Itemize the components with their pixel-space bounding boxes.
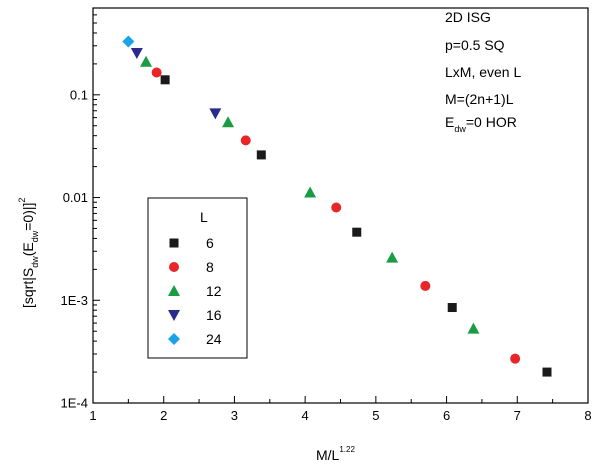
legend-frame — [147, 197, 248, 359]
y-tick-label: 0.1 — [70, 87, 88, 102]
data-point-L8 — [151, 67, 162, 78]
data-point-L6 — [352, 227, 362, 237]
legend-label: 24 — [206, 331, 222, 347]
x-tick-label: 1 — [89, 408, 96, 423]
annotation-line: M=(2n+1)L — [445, 91, 514, 107]
x-tick-label: 6 — [443, 408, 450, 423]
legend-label: 16 — [206, 307, 222, 323]
data-point-L12 — [222, 116, 235, 128]
data-point-L8 — [331, 202, 342, 213]
annotation-e: E — [445, 114, 454, 130]
data-point-L8 — [420, 280, 431, 291]
data-point-L12 — [386, 251, 399, 263]
data-point-L6 — [160, 75, 170, 85]
y-tick-label: 1E-4 — [61, 396, 88, 411]
annotation-rest: =0 HOR — [466, 114, 517, 130]
legend-label: 12 — [206, 283, 222, 299]
x-axis-title: M/L1.22 — [316, 445, 355, 463]
annotation-block: 2D ISG p=0.5 SQ LxM, even L M=(2n+1)L Ed… — [445, 9, 521, 134]
x-tick-label: 8 — [584, 408, 591, 423]
data-point-L16 — [130, 48, 143, 60]
y-axis-title-sub: dw — [30, 256, 40, 268]
data-point-L12 — [140, 55, 153, 67]
y-axis-title-sup: 2 — [17, 198, 27, 203]
legend: L 6 8 12 16 24 — [147, 197, 248, 359]
data-points — [122, 35, 552, 377]
legend-marker-L6 — [169, 238, 179, 248]
annotation-line: p=0.5 SQ — [445, 37, 505, 53]
data-point-L12 — [467, 322, 480, 334]
legend-marker-L24 — [168, 333, 180, 345]
legend-items: 6 8 12 16 24 — [168, 235, 222, 347]
legend-marker-L8 — [169, 262, 179, 272]
y-axis-title: [sqrt|Sdw(Edw=0)|]2 — [17, 198, 40, 308]
y-axis-title-part: (E — [20, 242, 36, 256]
data-point-L16 — [209, 108, 222, 120]
legend-label: 6 — [206, 235, 214, 251]
x-tick-label: 5 — [372, 408, 379, 423]
y-tick-label: 0.01 — [63, 190, 88, 205]
annotation-sub: dw — [454, 124, 466, 134]
data-point-L8 — [510, 353, 521, 364]
x-axis-title-sup: 1.22 — [339, 445, 355, 454]
data-point-L6 — [256, 150, 266, 160]
axis-tick-labels: 1 2 3 4 5 6 7 81E-41E-30.010.1 — [61, 87, 592, 423]
data-point-L24 — [122, 35, 135, 48]
legend-label: 8 — [206, 259, 214, 275]
annotation-line: LxM, even L — [445, 64, 521, 80]
legend-title: L — [200, 209, 208, 225]
x-axis-title-base: M/L — [316, 447, 340, 463]
data-point-L12 — [304, 186, 317, 198]
y-tick-label: 1E-3 — [61, 293, 88, 308]
annotation-line: 2D ISG — [445, 9, 491, 25]
y-axis-title-part: =0)|] — [20, 203, 36, 231]
data-point-L8 — [240, 135, 251, 146]
y-axis-title-sub: dw — [30, 230, 40, 242]
y-axis-title-part: [sqrt|S — [20, 268, 36, 308]
x-tick-label: 3 — [231, 408, 238, 423]
data-point-L6 — [542, 367, 552, 377]
legend-marker-L12 — [168, 285, 180, 296]
annotation-line: Edw=0 HOR — [445, 114, 517, 134]
legend-marker-L16 — [168, 310, 180, 321]
axis-ticks — [92, 14, 589, 404]
x-tick-label: 2 — [160, 408, 167, 423]
x-tick-label: 7 — [514, 408, 521, 423]
x-tick-label: 4 — [302, 408, 309, 423]
data-point-L6 — [447, 303, 457, 313]
